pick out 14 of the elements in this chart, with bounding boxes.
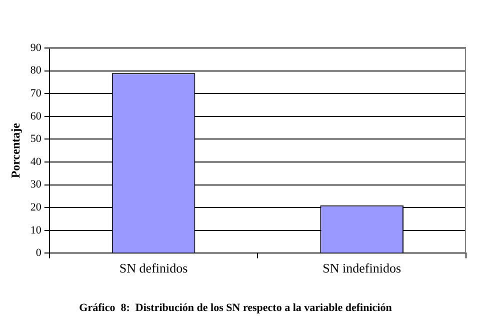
y-tick-label: 50 (30, 133, 42, 146)
y-tick-label: 0 (36, 247, 42, 260)
y-tick-label: 80 (30, 64, 42, 77)
y-tick-label: 90 (30, 42, 42, 54)
y-tick-label: 40 (30, 156, 42, 168)
text: Gráfico 8: Distribución de los SN respecto a la variable definición (79, 302, 392, 314)
x-tick-label: SN definidos (119, 260, 188, 276)
y-tick-label: 10 (30, 224, 42, 236)
y-tick-label: 20 (30, 201, 42, 214)
y-tick-label: 70 (30, 87, 42, 100)
y-axis-title: Porcentaje (8, 122, 22, 178)
y-tick-label: 30 (30, 178, 42, 191)
x-tick-label: SN indefinidos (322, 260, 402, 276)
y-tick-label: 60 (30, 110, 42, 122)
